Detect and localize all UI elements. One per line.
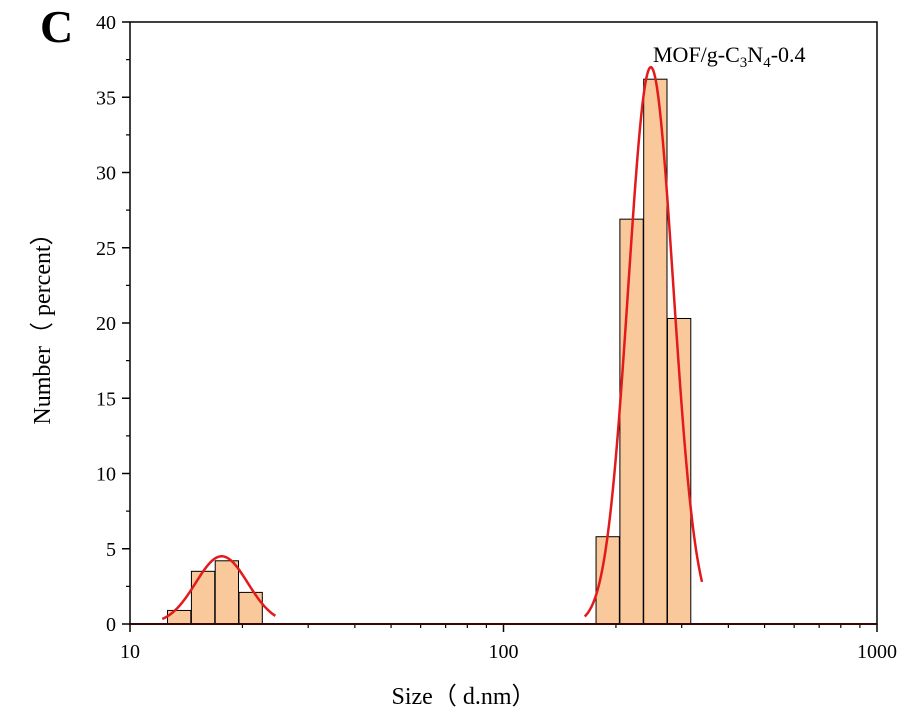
fit-curves <box>130 65 877 625</box>
y-tick-label: 5 <box>106 539 116 561</box>
x-tick-label: 10 <box>120 641 140 663</box>
panel-letter: C <box>40 1 73 52</box>
bar <box>619 218 644 625</box>
bar <box>190 570 216 625</box>
y-tick-label: 35 <box>96 87 116 109</box>
x-axis-ticks: 10 100 1000 <box>120 624 897 663</box>
x-axis-label: Size（ d.nm） <box>392 684 536 710</box>
y-tick-label: 10 <box>96 464 116 486</box>
x-tick-label: 1000 <box>857 641 897 663</box>
y-axis-ticks: 0 5 10 15 20 25 30 35 40 <box>96 12 130 636</box>
bar <box>238 591 263 625</box>
y-tick-label: 15 <box>96 388 116 410</box>
fit-curve <box>583 65 704 618</box>
y-tick-label: 30 <box>96 163 116 185</box>
plot-frame <box>129 21 878 625</box>
y-tick-label: 25 <box>96 238 116 260</box>
sample-annotation: MOF/g-C3N4-0.4 <box>653 42 806 71</box>
y-tick-label: 0 <box>106 614 116 636</box>
bar <box>214 560 240 625</box>
y-axis-label: Number（ percent） <box>30 221 56 424</box>
y-tick-label: 20 <box>96 313 116 335</box>
fit-curve <box>161 555 277 621</box>
x-tick-label: 100 <box>489 641 519 663</box>
bars <box>167 78 692 625</box>
y-tick-label: 40 <box>96 12 116 34</box>
